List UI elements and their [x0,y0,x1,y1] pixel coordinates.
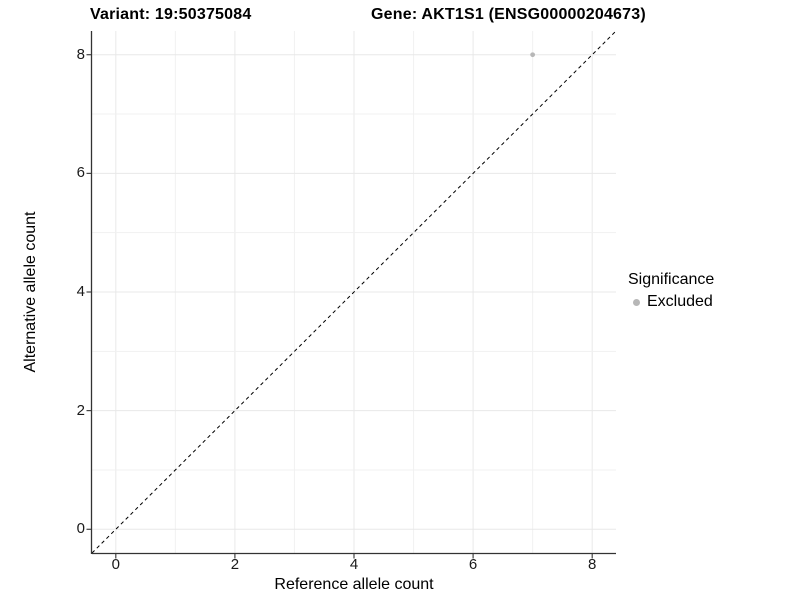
x-tick-label: 0 [111,556,120,573]
x-tick-label: 8 [588,556,597,573]
y-tick-label: 4 [76,283,85,300]
x-tick-label: 4 [349,556,359,573]
y-tick-label: 6 [76,164,85,182]
legend-marker-dot [632,298,640,306]
y-tick-label: 0 [76,520,85,538]
y-tick-label: 8 [76,45,85,63]
identity-dashed-line [91,30,617,554]
legend-title: Significance [628,271,715,288]
x-tick-label: 2 [230,556,240,573]
legend-entries: Excluded [628,292,714,312]
legend-key [628,294,644,310]
legend-entry: Excluded [628,292,714,312]
x-tick-label: 6 [468,556,478,573]
gene-title: Gene: AKT1S1 (ENSG00000204673) [371,6,646,23]
variant-title: Variant: 19:50375084 [90,6,252,23]
x-axis-title: Reference allele count [274,576,434,593]
legend-entry-label: Excluded [647,293,713,310]
legend: Significance Excluded [628,271,714,312]
data-point [530,52,536,58]
y-axis-title: Alternative allele count [22,211,39,373]
y-tick-label: 2 [76,401,85,419]
